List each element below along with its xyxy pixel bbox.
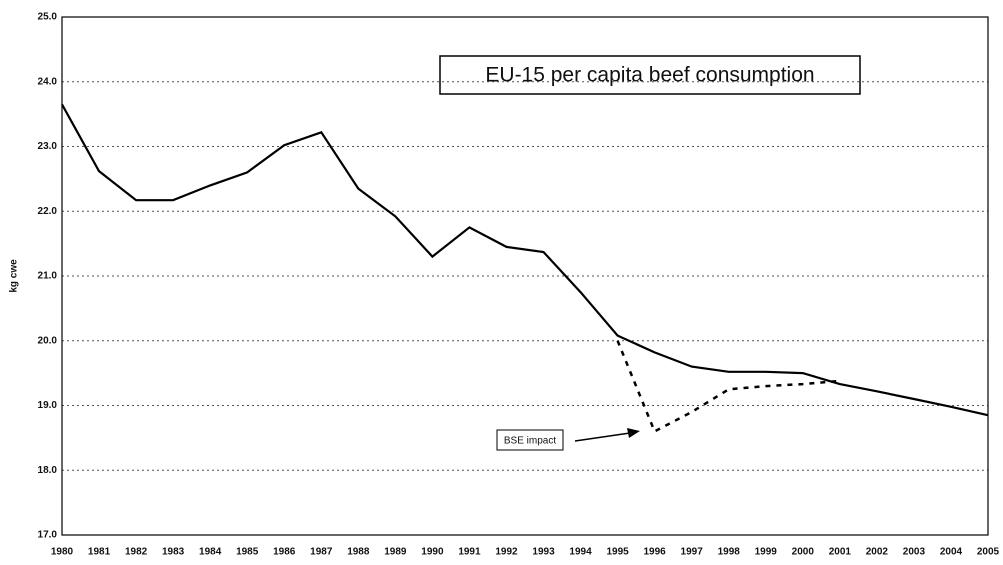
x-tick-label: 1996 — [644, 547, 667, 558]
x-tick-label: 2004 — [940, 547, 963, 558]
x-tick-label: 1984 — [199, 547, 222, 558]
x-tick-label: 2001 — [829, 547, 852, 558]
x-tick-label: 1981 — [88, 547, 111, 558]
x-tick-label: 1982 — [125, 547, 148, 558]
x-tick-label: 2002 — [866, 547, 889, 558]
x-tick-label: 1980 — [51, 547, 74, 558]
title-box — [439, 55, 861, 95]
x-tick-label: 1986 — [273, 547, 296, 558]
y-tick-label: 21.0 — [38, 271, 58, 282]
y-tick-label: 18.0 — [38, 465, 58, 476]
y-tick-label: 25.0 — [38, 12, 58, 23]
y-tick-label: 22.0 — [38, 206, 58, 217]
y-tick-label: 19.0 — [38, 400, 58, 411]
x-tick-label: 2005 — [977, 547, 1000, 558]
x-tick-label: 1995 — [606, 547, 629, 558]
annotation-box — [496, 429, 564, 451]
y-tick-label: 24.0 — [38, 76, 58, 87]
x-tick-label: 1992 — [495, 547, 518, 558]
y-tick-label: 23.0 — [38, 141, 58, 152]
x-tick-label: 1994 — [569, 547, 592, 558]
x-tick-label: 1993 — [532, 547, 555, 558]
y-axis-label: kg cwe — [9, 259, 20, 293]
x-tick-label: 1999 — [755, 547, 778, 558]
chart-title: EU-15 per capita beef consumption — [485, 64, 814, 87]
x-tick-label: 1987 — [310, 547, 333, 558]
x-tick-label: 2003 — [903, 547, 926, 558]
plot-border — [61, 16, 989, 536]
arrow-head — [627, 428, 640, 438]
x-tick-label: 2000 — [792, 547, 815, 558]
x-tick-label: 1991 — [458, 547, 481, 558]
y-tick-label: 20.0 — [38, 335, 58, 346]
x-tick-label: 1988 — [347, 547, 370, 558]
y-tick-label: 17.0 — [38, 530, 58, 541]
series-line — [616, 340, 840, 434]
annotation-arrow — [574, 432, 631, 442]
x-tick-label: 1990 — [421, 547, 444, 558]
series-line — [61, 103, 989, 417]
x-tick-label: 1997 — [681, 547, 704, 558]
x-tick-label: 1985 — [236, 547, 259, 558]
x-tick-label: 1989 — [384, 547, 407, 558]
x-tick-label: 1998 — [718, 547, 741, 558]
annotation: BSE impact — [504, 436, 556, 447]
x-tick-label: 1983 — [162, 547, 185, 558]
